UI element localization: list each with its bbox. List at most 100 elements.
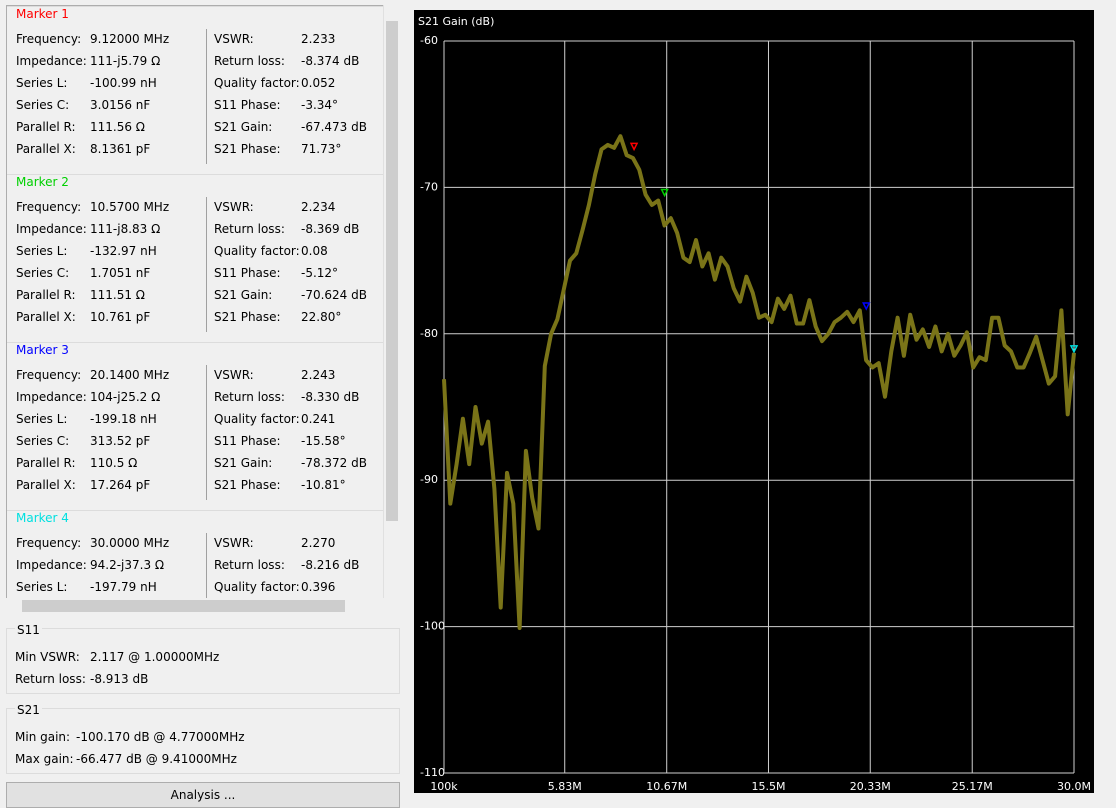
field-label: Frequency: xyxy=(16,368,82,382)
x-tick-label: 25.17M xyxy=(952,780,993,793)
marker-title: Marker 3 xyxy=(16,343,69,357)
scroll-thumb[interactable] xyxy=(386,21,398,521)
group-title: S21 xyxy=(15,703,42,717)
field-value: 1.7051 nF xyxy=(90,266,151,280)
marker-group: Marker 4 Frequency: 30.0000 MHz Impedance: 9… xyxy=(7,510,384,599)
field-value: 0.052 xyxy=(301,76,336,90)
field-value: -78.372 dB xyxy=(301,456,367,470)
field-label: VSWR: xyxy=(214,536,254,550)
field-value: 2.117 @ 1.00000MHz xyxy=(90,650,220,664)
field-value: 2.270 xyxy=(301,536,336,550)
field-value: 2.234 xyxy=(301,200,336,214)
field-value: -70.624 dB xyxy=(301,288,367,302)
field-label: S21 Gain: xyxy=(214,288,273,302)
field-label: VSWR: xyxy=(214,200,254,214)
field-label: Series C: xyxy=(16,98,70,112)
y-tick-label: -60 xyxy=(420,34,438,47)
field-value: 111-j8.83 Ω xyxy=(90,222,161,236)
marker-panel: Marker 1 Frequency: 9.12000 MHz Impedance: 1… xyxy=(6,5,384,599)
field-value: 9.12000 MHz xyxy=(90,32,170,46)
field-label: Impedance: xyxy=(16,222,87,236)
marker-triangle xyxy=(660,188,669,198)
divider xyxy=(206,533,207,599)
field-value: 3.0156 nF xyxy=(90,98,151,112)
analysis-button[interactable]: Analysis ... xyxy=(6,782,400,808)
y-tick-label: -70 xyxy=(420,180,438,193)
chart-title: S21 Gain (dB) xyxy=(418,15,494,28)
marker-title: Marker 2 xyxy=(16,175,69,189)
field-value: 313.52 pF xyxy=(90,434,151,448)
field-label: S11 Phase: xyxy=(214,98,281,112)
field-value: -3.34° xyxy=(301,98,339,112)
field-value: 0.396 xyxy=(301,580,336,594)
field-label: Series L: xyxy=(16,412,68,426)
field-label: Parallel R: xyxy=(16,288,76,302)
h-scrollbar[interactable] xyxy=(6,598,383,614)
x-tick-label: 10.67M xyxy=(646,780,687,793)
field-value: 110.5 Ω xyxy=(90,456,138,470)
marker-triangle xyxy=(1069,345,1079,354)
field-label: S11 Phase: xyxy=(214,266,281,280)
v-scrollbar[interactable] xyxy=(383,5,399,598)
y-tick-label: -110 xyxy=(420,766,445,779)
field-value: -199.18 nH xyxy=(90,412,157,426)
marker-group: Marker 2 Frequency: 10.5700 MHz Impedance: 1… xyxy=(7,174,384,343)
y-tick-label: -90 xyxy=(420,473,438,486)
field-label: Parallel R: xyxy=(16,120,76,134)
field-label: Series L: xyxy=(16,244,68,258)
field-label: Min gain: xyxy=(15,730,71,744)
field-value: 22.80° xyxy=(301,310,342,324)
scroll-thumb[interactable] xyxy=(22,600,345,612)
chart-background xyxy=(414,10,1094,793)
field-label: Series C: xyxy=(16,266,70,280)
field-label: Series C: xyxy=(16,434,70,448)
x-tick-label: 100k xyxy=(430,780,458,793)
field-label: S21 Phase: xyxy=(214,310,281,324)
x-tick-label: 30.0M xyxy=(1057,780,1091,793)
field-value: -8.374 dB xyxy=(301,54,360,68)
field-label: Parallel R: xyxy=(16,456,76,470)
field-label: Series L: xyxy=(16,580,68,594)
field-value: -10.81° xyxy=(301,478,346,492)
field-label: VSWR: xyxy=(214,368,254,382)
field-value: -100.170 dB @ 4.77000MHz xyxy=(76,730,245,744)
field-value: 10.761 pF xyxy=(90,310,151,324)
field-value: -8.913 dB xyxy=(90,672,149,686)
field-label: Return loss: xyxy=(214,54,285,68)
field-label: Max gain: xyxy=(15,752,74,766)
group-title: S11 xyxy=(15,623,42,637)
field-value: 94.2-j37.3 Ω xyxy=(90,558,165,572)
field-value: -100.99 nH xyxy=(90,76,157,90)
field-value: 104-j25.2 Ω xyxy=(90,390,161,404)
field-label: Frequency: xyxy=(16,32,82,46)
field-value: -8.330 dB xyxy=(301,390,360,404)
x-tick-label: 15.5M xyxy=(751,780,785,793)
field-value: -15.58° xyxy=(301,434,346,448)
field-label: Quality factor: xyxy=(214,76,300,90)
field-label: Parallel X: xyxy=(16,142,76,156)
field-value: 0.08 xyxy=(301,244,328,258)
field-value: -67.473 dB xyxy=(301,120,367,134)
field-label: S21 Phase: xyxy=(214,142,281,156)
field-value: -8.369 dB xyxy=(301,222,360,236)
marker-triangle xyxy=(862,302,871,311)
field-label: Min VSWR: xyxy=(15,650,80,664)
field-value: -66.477 dB @ 9.41000MHz xyxy=(76,752,237,766)
x-tick-label: 20.33M xyxy=(850,780,891,793)
y-tick-label: -100 xyxy=(420,620,445,633)
divider xyxy=(206,197,207,332)
data-line xyxy=(442,134,1076,631)
marker-group: Marker 1 Frequency: 9.12000 MHz Impedance: 1… xyxy=(7,6,384,175)
field-label: Return loss: xyxy=(214,390,285,404)
field-value: 2.243 xyxy=(301,368,336,382)
field-label: Return loss: xyxy=(15,672,86,686)
field-label: S21 Gain: xyxy=(214,456,273,470)
divider xyxy=(206,365,207,500)
x-tick-label: 5.83M xyxy=(548,780,582,793)
field-label: Quality factor: xyxy=(214,244,300,258)
field-label: Quality factor: xyxy=(214,412,300,426)
field-label: S11 Phase: xyxy=(214,434,281,448)
field-value: 17.264 pF xyxy=(90,478,151,492)
field-value: -132.97 nH xyxy=(90,244,157,258)
